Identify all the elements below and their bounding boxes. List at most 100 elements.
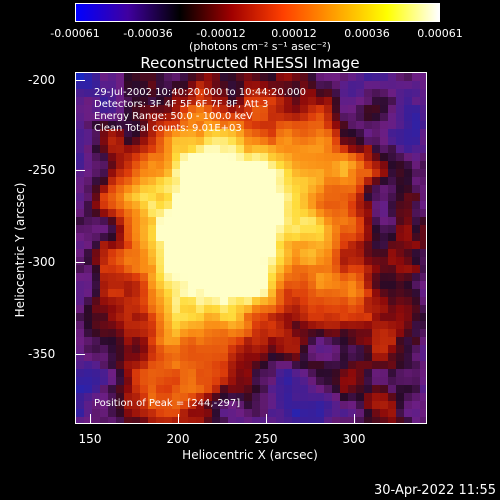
image-pixel: [156, 377, 164, 385]
image-pixel: [412, 129, 420, 137]
image-pixel: [124, 305, 132, 313]
image-pixel: [244, 345, 252, 353]
image-pixel: [180, 377, 188, 385]
image-pixel: [116, 145, 124, 153]
image-pixel: [116, 409, 124, 417]
image-pixel: [284, 169, 292, 177]
image-pixel: [364, 321, 372, 329]
image-pixel: [396, 241, 404, 249]
image-pixel: [276, 385, 284, 393]
image-pixel: [116, 329, 124, 337]
image-pixel: [212, 89, 220, 97]
image-pixel: [308, 225, 316, 233]
image-pixel: [300, 89, 308, 97]
image-pixel: [252, 265, 260, 273]
image-pixel: [404, 305, 412, 313]
image-pixel: [380, 257, 388, 265]
image-pixel: [284, 377, 292, 385]
image-pixel: [108, 401, 116, 409]
image-pixel: [260, 137, 268, 145]
image-pixel: [156, 273, 164, 281]
image-pixel: [372, 233, 380, 241]
image-pixel: [140, 73, 148, 81]
image-pixel: [260, 73, 268, 81]
image-pixel: [116, 129, 124, 137]
image-pixel: [212, 113, 220, 121]
image-pixel: [92, 89, 100, 97]
info-energy-range: Energy Range: 50.0 - 100.0 keV: [94, 111, 253, 122]
image-pixel: [148, 129, 156, 137]
image-pixel: [420, 145, 426, 153]
image-pixel: [276, 185, 284, 193]
image-pixel: [332, 217, 340, 225]
image-pixel: [380, 209, 388, 217]
image-pixel: [92, 321, 100, 329]
image-pixel: [180, 209, 188, 217]
image-pixel: [236, 217, 244, 225]
image-pixel: [116, 385, 124, 393]
image-pixel: [156, 249, 164, 257]
image-pixel: [300, 137, 308, 145]
image-pixel: [140, 113, 148, 121]
image-pixel: [108, 209, 116, 217]
image-pixel: [116, 201, 124, 209]
image-pixel: [316, 73, 324, 81]
image-pixel: [108, 305, 116, 313]
image-pixel: [220, 385, 228, 393]
image-pixel: [220, 273, 228, 281]
image-pixel: [164, 193, 172, 201]
image-pixel: [340, 137, 348, 145]
image-pixel: [124, 393, 132, 401]
image-pixel: [140, 145, 148, 153]
image-pixel: [404, 73, 412, 81]
image-pixel: [396, 113, 404, 121]
image-pixel: [292, 361, 300, 369]
image-pixel: [396, 169, 404, 177]
image-pixel: [404, 265, 412, 273]
image-pixel: [156, 321, 164, 329]
image-pixel: [76, 241, 84, 249]
image-pixel: [212, 73, 220, 81]
image-pixel: [220, 281, 228, 289]
y-tick: [75, 262, 85, 263]
image-pixel: [260, 337, 268, 345]
image-pixel: [124, 241, 132, 249]
image-pixel: [84, 329, 92, 337]
image-pixel: [300, 345, 308, 353]
image-pixel: [308, 401, 316, 409]
image-pixel: [84, 113, 92, 121]
image-pixel: [236, 193, 244, 201]
image-pixel: [196, 153, 204, 161]
image-pixel: [116, 185, 124, 193]
image-pixel: [212, 161, 220, 169]
image-pixel: [316, 249, 324, 257]
image-pixel: [396, 137, 404, 145]
image-pixel: [308, 113, 316, 121]
image-pixel: [228, 385, 236, 393]
image-pixel: [356, 369, 364, 377]
image-pixel: [236, 225, 244, 233]
image-pixel: [284, 337, 292, 345]
image-pixel: [204, 385, 212, 393]
image-pixel: [140, 89, 148, 97]
image-pixel: [84, 361, 92, 369]
image-pixel: [380, 353, 388, 361]
image-pixel: [404, 257, 412, 265]
image-pixel: [220, 369, 228, 377]
image-pixel: [196, 193, 204, 201]
image-pixel: [228, 73, 236, 81]
image-pixel: [92, 129, 100, 137]
image-pixel: [148, 393, 156, 401]
image-pixel: [260, 393, 268, 401]
image-pixel: [396, 417, 404, 423]
image-pixel: [404, 297, 412, 305]
image-pixel: [244, 313, 252, 321]
image-pixel: [244, 177, 252, 185]
image-pixel: [204, 97, 212, 105]
image-pixel: [156, 217, 164, 225]
image-pixel: [372, 137, 380, 145]
x-tick-label: 150: [78, 432, 102, 446]
image-pixel: [140, 177, 148, 185]
image-pixel: [108, 369, 116, 377]
image-pixel: [100, 121, 108, 129]
